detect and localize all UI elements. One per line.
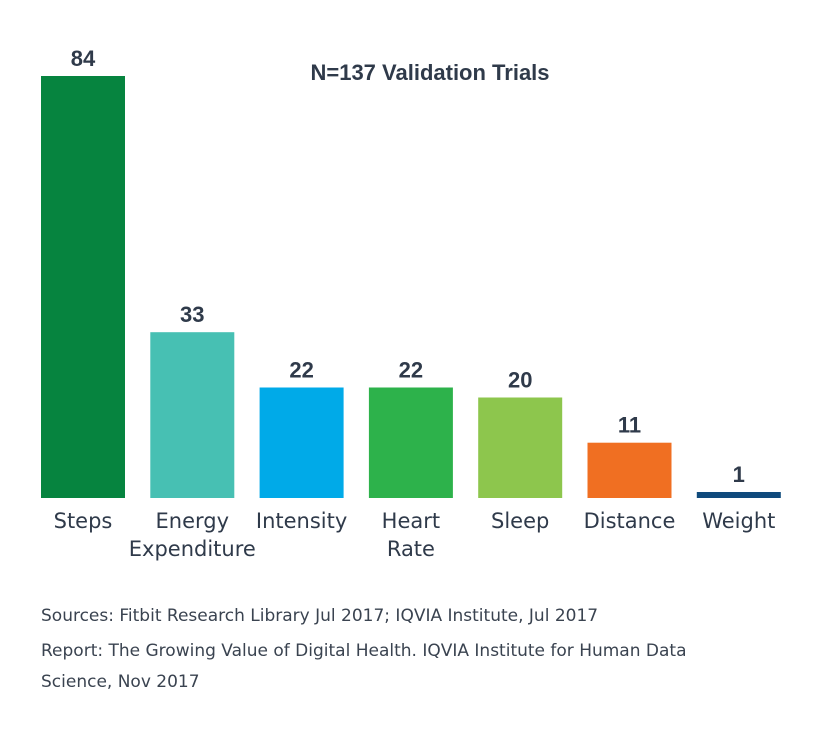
- bar-3: [368, 387, 453, 498]
- value-label-3: 22: [399, 358, 423, 383]
- sources-note: Sources: Fitbit Research Library Jul 201…: [41, 606, 599, 626]
- category-label-0-line-0: Steps: [54, 509, 113, 533]
- category-label-5: Distance: [584, 509, 676, 533]
- category-label-0: Steps: [54, 509, 113, 533]
- value-label-6: 1: [733, 462, 745, 487]
- category-label-4-line-0: Sleep: [491, 509, 549, 533]
- category-label-5-line-0: Distance: [584, 509, 676, 533]
- bar-2: [259, 387, 344, 498]
- category-label-3-line-0: Heart: [382, 509, 440, 533]
- chart-title: N=137 Validation Trials: [310, 60, 549, 85]
- category-label-6-line-0: Weight: [702, 509, 775, 533]
- category-label-1-line-1: Expenditure: [129, 537, 256, 561]
- category-label-3: Heart Rate: [382, 509, 440, 561]
- category-label-6: Weight: [702, 509, 775, 533]
- bars-group: [41, 76, 781, 498]
- value-label-2: 22: [289, 358, 313, 383]
- report-note-line-2: Science, Nov 2017: [41, 672, 200, 692]
- category-label-1-line-0: Energy: [156, 509, 230, 533]
- bar-4: [478, 397, 563, 498]
- value-label-1: 33: [180, 302, 204, 327]
- bar-5: [587, 442, 672, 498]
- value-label-5: 11: [618, 413, 641, 438]
- report-note-line-1: Report: The Growing Value of Digital Hea…: [41, 641, 687, 661]
- category-label-1: Energy Expenditure: [129, 509, 256, 561]
- bar-6: [696, 492, 781, 498]
- category-label-2: Intensity: [256, 509, 347, 533]
- value-label-4: 20: [508, 368, 532, 393]
- bar-0: [41, 76, 125, 498]
- category-label-4: Sleep: [491, 509, 549, 533]
- bar-1: [150, 332, 235, 498]
- category-label-2-line-0: Intensity: [256, 509, 347, 533]
- category-label-3-line-1: Rate: [387, 537, 435, 561]
- value-label-0: 84: [71, 46, 96, 71]
